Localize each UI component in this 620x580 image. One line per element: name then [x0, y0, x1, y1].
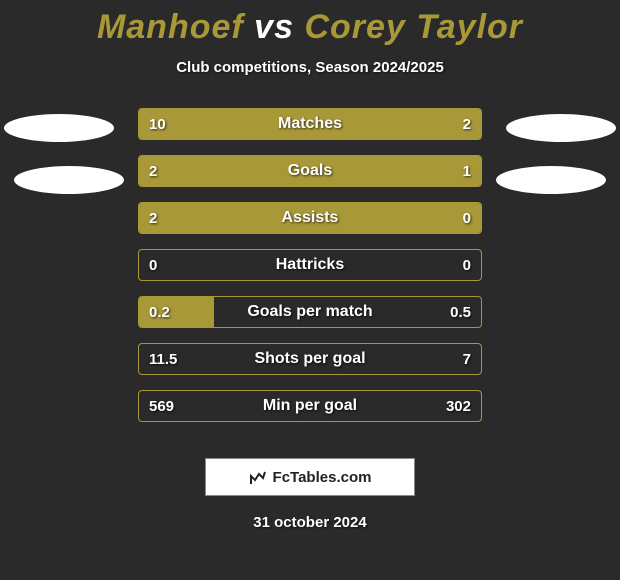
player2-name: Corey Taylor [304, 8, 523, 46]
stat-label: Hattricks [139, 250, 481, 280]
player1-name: Manhoef [97, 8, 244, 46]
stat-label: Assists [139, 203, 481, 233]
brand-icon [249, 468, 267, 486]
stat-row: 21Goals [138, 155, 482, 187]
stat-label: Min per goal [139, 391, 481, 421]
brand-text: FcTables.com [273, 469, 372, 486]
stat-row: 20Assists [138, 202, 482, 234]
stat-row: 00Hattricks [138, 249, 482, 281]
team-badge-right-1 [506, 114, 616, 142]
stat-label: Shots per goal [139, 344, 481, 374]
vs-text: vs [254, 8, 294, 46]
stat-row: 11.57Shots per goal [138, 343, 482, 375]
team-badge-right-2 [496, 166, 606, 194]
subtitle: Club competitions, Season 2024/2025 [0, 59, 620, 76]
stat-label: Matches [139, 109, 481, 139]
chart-area: 102Matches 21Goals 20Assists 00Hattricks 0.2… [0, 108, 620, 438]
stat-row: 102Matches [138, 108, 482, 140]
chart-date: 31 october 2024 [0, 514, 620, 531]
stat-label: Goals per match [139, 297, 481, 327]
stat-row: 569302Min per goal [138, 390, 482, 422]
stat-label: Goals [139, 156, 481, 186]
team-badge-left-1 [4, 114, 114, 142]
team-badge-left-2 [14, 166, 124, 194]
chart-title: Manhoef vs Corey Taylor [0, 0, 620, 47]
bars-container: 102Matches 21Goals 20Assists 00Hattricks 0.2… [138, 108, 482, 437]
brand-badge: FcTables.com [205, 458, 415, 496]
stat-row: 0.20.5Goals per match [138, 296, 482, 328]
